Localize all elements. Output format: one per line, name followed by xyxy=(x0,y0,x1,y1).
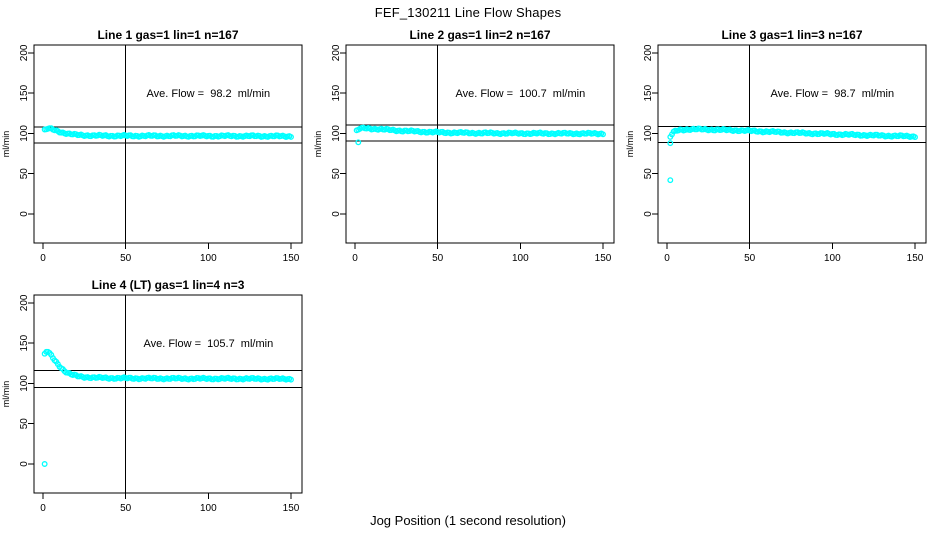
data-point xyxy=(600,131,606,138)
x-tick-label: 100 xyxy=(200,503,217,514)
outlier-point xyxy=(41,461,48,467)
data-point xyxy=(912,134,918,141)
y-axis-title: ml/min xyxy=(1,131,11,158)
x-tick-label: 0 xyxy=(40,503,46,514)
x-tick-label: 0 xyxy=(664,253,670,264)
y-tick-label: 150 xyxy=(19,334,30,351)
plot-box xyxy=(33,294,303,494)
panel-title: Line 3 gas=1 lin=3 n=167 xyxy=(721,28,862,42)
y-tick-label: 50 xyxy=(19,168,30,180)
y-axis-title: ml/min xyxy=(625,131,635,158)
panel-line-2: 0 50 100 150 200 0 50 100 150 ml/min Line 2 gas=1 … xyxy=(312,26,624,276)
ave-flow-annotation: Ave. Flow = 98.7 ml/min xyxy=(771,88,895,100)
y-tick-label: 50 xyxy=(643,168,654,180)
line-flow-chart: 0 50 100 150 200 0 50 100 150 ml/min Line 1 gas=1 … xyxy=(1,28,303,264)
ave-flow-annotation: Ave. Flow = 105.7 ml/min xyxy=(143,338,273,350)
x-axis-label: Jog Position (1 second resolution) xyxy=(370,513,566,528)
x-tick-label: 100 xyxy=(512,253,529,264)
x-tick-label: 50 xyxy=(120,253,132,264)
outlier-point xyxy=(355,139,362,146)
y-axis-title: ml/min xyxy=(313,131,323,158)
y-tick-label: 200 xyxy=(19,44,30,61)
outlier-point xyxy=(667,177,674,184)
y-tick-label: 0 xyxy=(19,461,30,467)
line-flow-chart: 0 50 100 150 200 0 50 100 150 ml/min Line 2 gas=1 … xyxy=(313,28,615,264)
panel-title: Line 4 (LT) gas=1 lin=4 n=3 xyxy=(92,278,245,292)
y-tick-label: 100 xyxy=(19,375,30,392)
x-tick-label: 0 xyxy=(352,253,358,264)
x-tick-label: 0 xyxy=(40,253,46,264)
x-tick-label: 150 xyxy=(283,503,300,514)
y-tick-label: 100 xyxy=(643,125,654,142)
y-tick-label: 50 xyxy=(19,418,30,430)
x-tick-label: 150 xyxy=(595,253,612,264)
y-tick-label: 200 xyxy=(643,44,654,61)
y-tick-label: 100 xyxy=(331,125,342,142)
y-axis-title: ml/min xyxy=(1,381,11,408)
data-point xyxy=(288,376,294,383)
y-tick-label: 150 xyxy=(19,84,30,101)
panel-line-4: 0 50 100 150 200 0 50 100 150 ml/min Line 4 (LT) g… xyxy=(0,276,312,526)
outlier-point xyxy=(667,140,674,147)
y-tick-label: 200 xyxy=(19,294,30,311)
x-tick-label: 150 xyxy=(907,253,924,264)
y-tick-label: 0 xyxy=(331,211,342,217)
y-tick-label: 100 xyxy=(19,125,30,142)
y-tick-label: 150 xyxy=(643,84,654,101)
x-tick-label: 100 xyxy=(200,253,217,264)
plot-box xyxy=(33,44,303,244)
panel-line-1: 0 50 100 150 200 0 50 100 150 ml/min Line 1 gas=1 … xyxy=(0,26,312,276)
plot-box xyxy=(345,44,615,244)
x-tick-label: 50 xyxy=(432,253,444,264)
line-flow-chart: 0 50 100 150 200 0 50 100 150 ml/min Line 3 gas=1 … xyxy=(625,28,927,264)
y-tick-label: 0 xyxy=(19,211,30,217)
plot-box xyxy=(657,44,927,244)
x-tick-label: 50 xyxy=(120,503,132,514)
y-tick-label: 0 xyxy=(643,211,654,217)
ave-flow-annotation: Ave. Flow = 98.2 ml/min xyxy=(147,88,271,100)
panel-line-3: 0 50 100 150 200 0 50 100 150 ml/min Line 3 gas=1 … xyxy=(624,26,936,276)
figure-title: FEF_130211 Line Flow Shapes xyxy=(374,5,562,20)
x-tick-label: 50 xyxy=(744,253,756,264)
data-point xyxy=(288,133,294,140)
y-tick-label: 200 xyxy=(331,44,342,61)
line-flow-chart: 0 50 100 150 200 0 50 100 150 ml/min Line 4 (LT) g… xyxy=(1,278,303,514)
panel-title: Line 1 gas=1 lin=1 n=167 xyxy=(97,28,238,42)
panel-title: Line 2 gas=1 lin=2 n=167 xyxy=(409,28,550,42)
x-tick-label: 150 xyxy=(283,253,300,264)
ave-flow-annotation: Ave. Flow = 100.7 ml/min xyxy=(455,88,585,100)
y-tick-label: 50 xyxy=(331,168,342,180)
y-tick-label: 150 xyxy=(331,84,342,101)
x-tick-label: 100 xyxy=(824,253,841,264)
